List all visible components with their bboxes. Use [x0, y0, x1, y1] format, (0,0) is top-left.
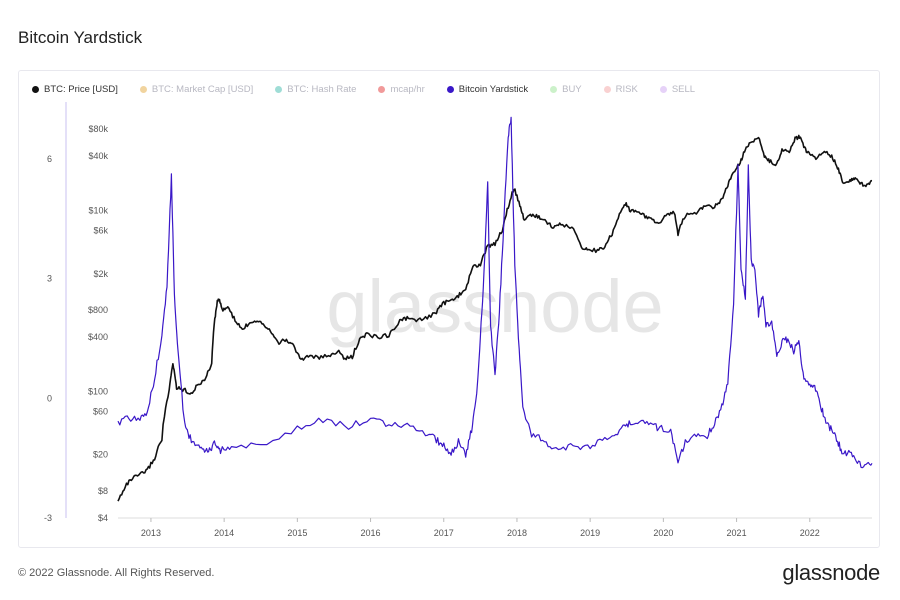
price-axis-tick-label: $800 — [88, 305, 108, 315]
legend-label: BUY — [562, 83, 582, 95]
legend-label: BTC: Price [USD] — [44, 83, 118, 95]
legend-dot-icon — [139, 85, 147, 93]
x-axis-tick-label: 2014 — [214, 528, 234, 538]
bitcoin-yardstick-series-line — [117, 116, 873, 469]
x-axis-tick-label: 2020 — [653, 528, 673, 538]
legend-item-mcap-hr[interactable]: mcap/hr — [378, 83, 425, 95]
x-axis-tick-label: 2013 — [141, 528, 161, 538]
legend-item-bitcoin-yardstick[interactable]: Bitcoin Yardstick — [446, 83, 529, 95]
x-axis-tick-label: 2015 — [287, 528, 307, 538]
legend-dot-icon — [275, 85, 283, 93]
legend-item-market-cap[interactable]: BTC: Market Cap [USD] — [139, 83, 254, 95]
legend-label: BTC: Hash Rate — [287, 83, 357, 95]
legend-dot-icon — [603, 85, 611, 93]
watermark-text: glassnode — [326, 265, 663, 348]
price-axis-tick-label: $10k — [88, 205, 108, 215]
copyright-text: © 2022 Glassnode. All Rights Reserved. — [18, 567, 215, 579]
price-axis-tick-label: $20 — [93, 450, 108, 460]
price-axis-tick-label: $80k — [88, 124, 108, 134]
legend-item-sell[interactable]: SELL — [659, 83, 696, 95]
legend-item-hash-rate[interactable]: BTC: Hash Rate — [275, 84, 356, 95]
legend-dot-icon — [659, 85, 667, 93]
price-axis-tick-label: $40k — [88, 151, 108, 161]
legend-item-buy[interactable]: BUY — [550, 84, 582, 95]
page-title: Bitcoin Yardstick — [18, 28, 143, 47]
price-axis-tick-label: $400 — [88, 332, 108, 342]
legend-label: BTC: Market Cap [USD] — [151, 83, 254, 95]
legend-label: mcap/hr — [390, 83, 425, 95]
legend-dot-icon — [378, 85, 386, 93]
price-axis-tick-label: $2k — [93, 269, 108, 279]
left-axis-tick-label: -3 — [44, 513, 52, 523]
legend-dot-icon — [32, 85, 39, 93]
chart-card — [18, 70, 880, 548]
price-axis-tick-label: $60 — [93, 407, 108, 417]
legend-item-btc-price[interactable]: BTC: Price [USD] — [32, 84, 118, 95]
left-axis-tick-label: 3 — [47, 274, 52, 284]
left-axis-tick-label: 6 — [47, 154, 52, 164]
x-axis-tick-label: 2018 — [507, 528, 527, 538]
price-axis-tick-label: $4 — [98, 513, 108, 523]
x-axis-tick-label: 2021 — [727, 528, 747, 538]
price-axis-tick-label: $8 — [98, 486, 108, 496]
legend-label: Bitcoin Yardstick — [458, 83, 529, 95]
left-axis-tick-label: 0 — [47, 393, 52, 403]
legend-dot-icon — [550, 85, 558, 93]
x-axis-tick-label: 2017 — [434, 528, 454, 538]
price-axis-tick-label: $6k — [93, 226, 108, 236]
legend-item-risk[interactable]: RISK — [603, 83, 638, 95]
chart-legend: BTC: Price [USD] BTC: Market Cap [USD] B… — [32, 82, 695, 96]
brand-logo[interactable]: glassnode — [782, 560, 880, 585]
legend-label: SELL — [671, 83, 696, 95]
legend-dot-icon — [446, 85, 454, 93]
x-axis-tick-label: 2019 — [580, 528, 600, 538]
price-axis-tick-label: $100 — [88, 386, 108, 396]
x-axis-tick-label: 2022 — [800, 528, 820, 538]
x-axis-tick-label: 2016 — [361, 528, 381, 538]
btc-price-series-line — [117, 134, 873, 502]
legend-label: RISK — [615, 83, 638, 95]
